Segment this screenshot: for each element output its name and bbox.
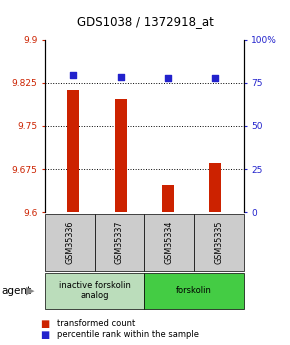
Text: GSM35334: GSM35334 — [165, 221, 174, 264]
Point — [213, 75, 218, 80]
Text: GDS1038 / 1372918_at: GDS1038 / 1372918_at — [77, 16, 213, 29]
Text: ■: ■ — [41, 319, 50, 328]
Text: GSM35335: GSM35335 — [214, 220, 223, 264]
Text: agent: agent — [1, 286, 32, 296]
Bar — [162, 185, 174, 212]
Text: GSM35336: GSM35336 — [65, 221, 74, 264]
Text: transformed count: transformed count — [57, 319, 135, 328]
Point — [118, 74, 123, 80]
Point — [71, 72, 76, 78]
Bar — [209, 163, 221, 212]
Bar — [115, 99, 126, 212]
Text: ▶: ▶ — [26, 286, 35, 296]
Text: ■: ■ — [41, 330, 50, 339]
Text: inactive forskolin
analog: inactive forskolin analog — [59, 281, 130, 300]
Text: forskolin: forskolin — [176, 286, 212, 295]
Bar — [67, 90, 79, 212]
Text: GSM35337: GSM35337 — [115, 220, 124, 264]
Point — [166, 76, 170, 81]
Text: percentile rank within the sample: percentile rank within the sample — [57, 330, 199, 339]
